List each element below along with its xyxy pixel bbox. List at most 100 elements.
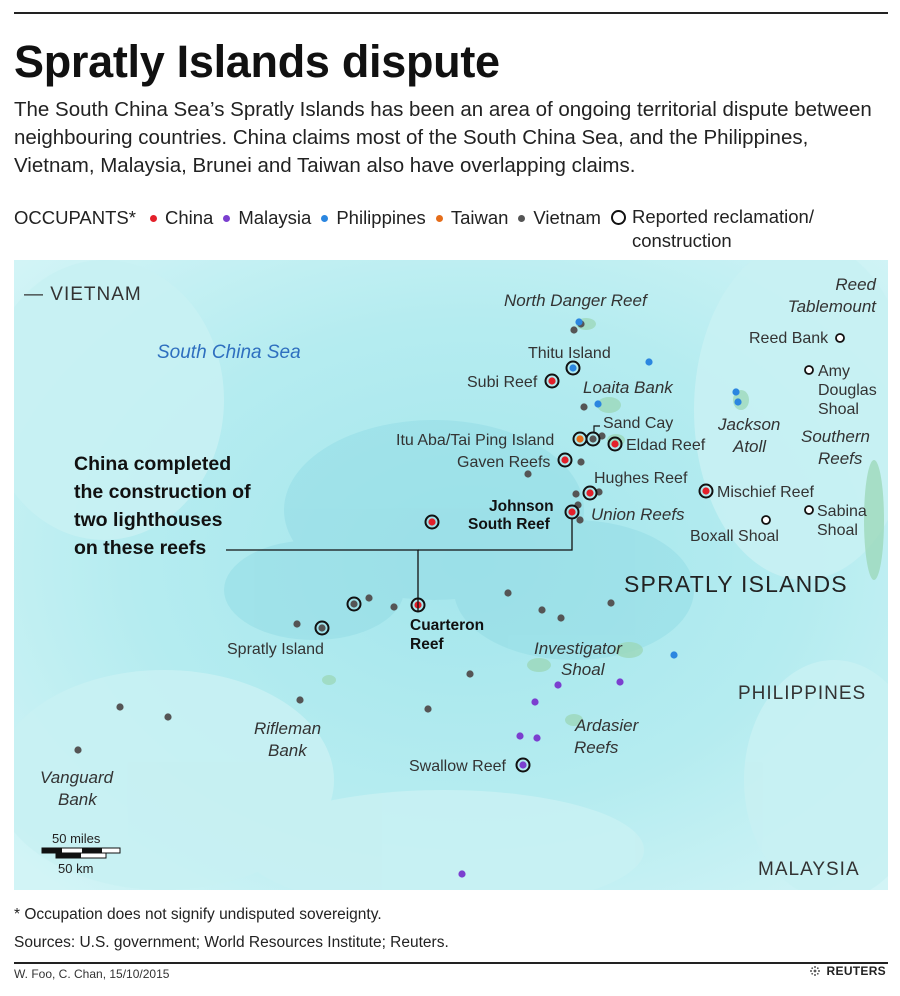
marker-vietnam: [390, 603, 398, 611]
marker-malaysia: [458, 870, 466, 878]
marker-vietnam: [74, 746, 82, 754]
marker-vietnam: [164, 713, 172, 721]
marker-gaven-reefs: [561, 456, 569, 464]
label-southern-reefs-2: Reefs: [818, 449, 863, 468]
ring-sand-cay: [585, 431, 601, 447]
ring-eldad-reef: [607, 436, 623, 452]
marker-vietnam: [607, 599, 615, 607]
philippines-dot-icon: [321, 214, 329, 222]
reclamation-ring-icon: [610, 210, 626, 225]
legend: OCCUPANTS* China Malaysia Philippines Ta…: [14, 206, 814, 253]
label-jackson-atoll-2: Atoll: [732, 437, 767, 456]
label-amy-douglas-2: Douglas: [818, 382, 877, 399]
bottom-rule: [14, 962, 888, 964]
marker-vietnam: [538, 606, 546, 614]
marker-vietnam: [577, 458, 585, 466]
marker-vietnam: [293, 620, 301, 628]
ring-gaven-reefs: [557, 452, 573, 468]
annotation-line-3: two lighthouses: [74, 509, 223, 531]
label-cuarteron-1: Cuarteron: [410, 617, 484, 634]
label-loaita-bank: Loaita Bank: [583, 378, 674, 397]
ring-china-reef: [424, 514, 440, 530]
marker-vietnam: [116, 703, 124, 711]
marker-vietnam: [365, 594, 373, 602]
label-mischief-reef: Mischief Reef: [717, 484, 814, 501]
deep-areas: [224, 420, 694, 660]
label-spratly-islands: SPRATLY ISLANDS: [624, 571, 848, 597]
ring-swallow-reef: [515, 757, 531, 773]
ring-mischief-reef: [698, 483, 714, 499]
vietnam-markers: [74, 320, 615, 754]
marker-vietnam-reef: [350, 600, 358, 608]
vietnam-dot-icon: [518, 214, 526, 222]
marker-philippines: [575, 318, 583, 326]
label-malaysia: MALAYSIA: [758, 859, 860, 880]
marker-mischief-reef: [702, 487, 710, 495]
legend-item-taiwan: Taiwan: [435, 207, 508, 229]
label-vanguard-2: Bank: [58, 790, 98, 809]
label-amy-douglas-1: Amy: [818, 363, 850, 380]
scale-miles-label: 50 miles: [52, 831, 101, 846]
marker-philippines: [734, 398, 742, 406]
marker-malaysia: [516, 732, 524, 740]
marker-philippines: [594, 400, 602, 408]
label-rifleman-2: Bank: [268, 741, 308, 760]
label-north-danger-reef: North Danger Reef: [504, 291, 649, 310]
label-ardasier-1: Ardasier: [574, 716, 640, 735]
label-jackson-atoll-1: Jackson: [717, 415, 780, 434]
ring-spratly-island: [314, 620, 330, 636]
reuters-brand: REUTERS: [808, 964, 886, 978]
label-sand-cay: Sand Cay: [603, 415, 673, 432]
label-philippines: PHILIPPINES: [738, 683, 866, 704]
marker-philippines: [645, 358, 653, 366]
malaysia-markers: [458, 678, 624, 878]
reclamation-markers: [314, 333, 845, 773]
legend-item-china: China: [149, 207, 213, 229]
marker-hughes-reef: [586, 489, 594, 497]
marker-philippines: [670, 651, 678, 659]
label-johnson-south-1: Johnson: [489, 498, 554, 515]
label-rifleman-1: Rifleman: [254, 719, 321, 738]
marker-malaysia: [533, 734, 541, 742]
label-eldad-reef: Eldad Reef: [626, 437, 706, 454]
marker-johnson-south-reef: [568, 508, 576, 516]
label-reed-tablemount-2: Tablemount: [788, 297, 877, 316]
china-dot-icon: [149, 214, 157, 222]
label-swallow-reef: Swallow Reef: [409, 758, 506, 775]
label-hughes-reef: Hughes Reef: [594, 470, 688, 487]
label-subi-reef: Subi Reef: [467, 374, 538, 391]
label-investigator-2: Shoal: [561, 660, 606, 679]
ring-sabina-shoal: [804, 505, 814, 515]
legend-item-vietnam: Vietnam: [518, 207, 601, 229]
legend-item-reclamation: Reported reclamation/ construction: [610, 206, 814, 253]
marker-sand-cay: [589, 435, 597, 443]
marker-vietnam: [572, 490, 580, 498]
page-subtitle: The South China Sea’s Spratly Islands ha…: [14, 98, 872, 177]
label-sabina-1: Sabina: [817, 503, 867, 520]
scale-miles-seg1: [42, 848, 62, 853]
label-gaven-reefs: Gaven Reefs: [457, 454, 550, 471]
marker-vietnam: [424, 705, 432, 713]
ring-thitu-island: [565, 360, 581, 376]
label-johnson-south-2: South Reef: [468, 516, 551, 533]
legend-item-malaysia: Malaysia: [223, 207, 311, 229]
scale-bar: 50 miles 50 km: [41, 831, 121, 876]
label-spratly-island: Spratly Island: [227, 641, 324, 658]
taiwan-dot-icon: [435, 214, 443, 222]
marker-china-reef: [428, 518, 436, 526]
legend-heading: OCCUPANTS*: [14, 207, 136, 228]
annotation-line-4: on these reefs: [74, 537, 206, 559]
marker-malaysia: [531, 698, 539, 706]
ring-johnson-south-reef: [564, 504, 580, 520]
scale-km-seg1: [56, 853, 81, 858]
marker-itu-aba: [576, 435, 584, 443]
footnote: * Occupation does not signify undisputed…: [14, 906, 382, 923]
reuters-logo-icon: [809, 966, 820, 976]
label-boxall-shoal: Boxall Shoal: [690, 528, 779, 545]
label-southern-reefs-1: Southern: [801, 427, 870, 446]
marker-vietnam: [504, 589, 512, 597]
label-south-china-sea: South China Sea: [157, 342, 301, 363]
label-reed-bank: Reed Bank: [749, 330, 829, 347]
label-cuarteron-2: Reef: [410, 636, 444, 653]
marker-thitu-island: [569, 364, 577, 372]
